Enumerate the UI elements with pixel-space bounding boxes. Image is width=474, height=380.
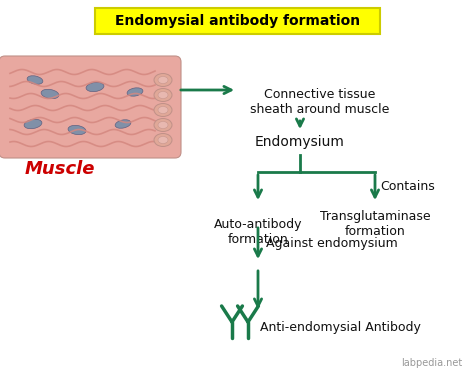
Text: Contains: Contains — [380, 179, 435, 193]
Text: Transglutaminase
formation: Transglutaminase formation — [319, 210, 430, 238]
Text: Connective tissue
sheath around muscle: Connective tissue sheath around muscle — [250, 88, 390, 116]
Ellipse shape — [158, 92, 168, 98]
Ellipse shape — [154, 89, 172, 101]
FancyBboxPatch shape — [95, 8, 380, 34]
Ellipse shape — [24, 119, 42, 129]
Ellipse shape — [158, 106, 168, 114]
Ellipse shape — [154, 103, 172, 117]
Ellipse shape — [115, 120, 131, 128]
Text: Endomysium: Endomysium — [255, 135, 345, 149]
Ellipse shape — [27, 76, 43, 84]
Ellipse shape — [158, 136, 168, 144]
Ellipse shape — [158, 76, 168, 84]
Text: Anti-endomysial Antibody: Anti-endomysial Antibody — [260, 321, 421, 334]
Text: Auto-antibody
formation: Auto-antibody formation — [214, 218, 302, 246]
Text: Against endomysium: Against endomysium — [266, 238, 398, 250]
Ellipse shape — [68, 125, 86, 135]
Text: Endomysial antibody formation: Endomysial antibody formation — [115, 14, 360, 28]
Ellipse shape — [86, 82, 104, 92]
Ellipse shape — [41, 89, 59, 99]
Text: labpedia.net: labpedia.net — [401, 358, 462, 368]
FancyBboxPatch shape — [0, 56, 181, 158]
Ellipse shape — [154, 73, 172, 87]
Text: Muscle: Muscle — [25, 160, 95, 178]
Ellipse shape — [154, 119, 172, 131]
Ellipse shape — [154, 133, 172, 147]
Ellipse shape — [127, 88, 143, 96]
Ellipse shape — [158, 122, 168, 128]
